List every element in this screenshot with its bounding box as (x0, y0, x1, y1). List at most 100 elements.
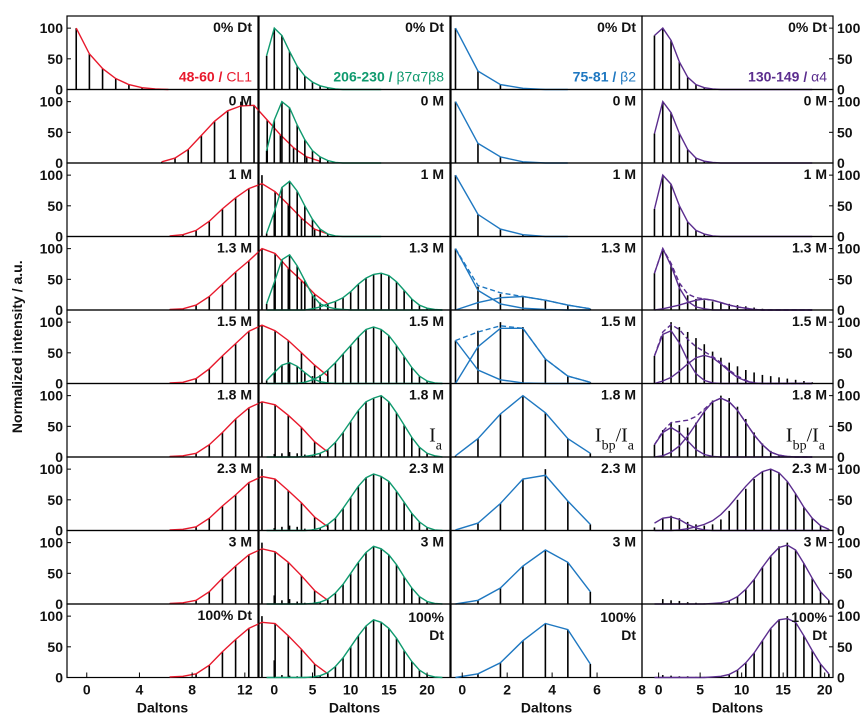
condition-label-line2: Dt (621, 627, 636, 643)
x-tick-label: 10 (734, 682, 750, 698)
y-tick-label: 100 (40, 167, 64, 183)
y-tick-label: 0 (55, 229, 63, 245)
y-tick-label: 100 (837, 167, 861, 183)
y-tick-label: 50 (47, 198, 63, 214)
envelope-fit-line (265, 100, 382, 164)
panel-c0-r6: 2.3 M 0 50 100 (40, 456, 329, 539)
y-tick-label: 100 (837, 20, 861, 36)
panel-c2-r0: 0% Dt 75-81 / β2 (450, 15, 643, 91)
y-tick-label: 0 (837, 229, 845, 245)
panel-c0-r8: 100% Dt 0 50 100 (40, 603, 329, 686)
panel-c2-r7: 3 M (450, 529, 643, 605)
condition-label: 1.8 M (217, 387, 252, 403)
y-tick-label: 0 (837, 670, 845, 686)
condition-label: 0 M (229, 93, 252, 109)
y-tick-label: 50 (47, 565, 63, 581)
panel-c3-r8: 100% Dt 0 50 100 (641, 603, 861, 686)
condition-label: 1.5 M (217, 313, 252, 329)
panel-c1-r6: 2.3 M (258, 456, 451, 532)
y-tick-label: 100 (837, 241, 861, 257)
y-tick-label: 100 (837, 388, 861, 404)
panel-c3-r1: 0 M 0 50 100 (641, 88, 861, 171)
condition-label: 1.8 M (601, 387, 636, 403)
condition-label: 1.8 M (792, 387, 827, 403)
panel-c0-r5: 1.8 M 0 50 100 (40, 382, 329, 465)
panel-c2-r3: 1.3 M (450, 235, 643, 311)
panel-c2-r8: 100% Dt (450, 603, 643, 679)
panel-c3-r4: 1.5 M 0 50 100 (641, 309, 861, 392)
condition-label: 1.5 M (792, 313, 827, 329)
intermediate-annotation: Ia (429, 425, 443, 454)
y-tick-label: 0 (837, 155, 845, 171)
panel-c3-r7: 3 M 0 50 100 (641, 529, 861, 612)
envelope-fit-line (161, 104, 321, 163)
intermediate-annotation: Ibp/Ia (786, 425, 826, 454)
y-tick-label: 100 (40, 20, 64, 36)
y-tick-label: 100 (40, 314, 64, 330)
x-tick-label: 15 (775, 682, 791, 698)
panel-c1-r8: 100% Dt (258, 603, 451, 679)
condition-label: 2.3 M (601, 460, 636, 476)
panel-c1-r1: 0 M (258, 88, 451, 164)
y-tick-label: 0 (837, 596, 845, 612)
y-tick-label: 0 (55, 155, 63, 171)
condition-label: 1.3 M (217, 240, 252, 256)
y-tick-label: 100 (40, 94, 64, 110)
envelope-fit-line (455, 394, 591, 457)
y-tick-label: 50 (837, 124, 853, 140)
panel-c2-r4: 1.5 M (450, 309, 643, 385)
panel-c0-r1: 0 M 0 50 100 (40, 88, 321, 171)
y-tick-label: 50 (837, 345, 853, 361)
condition-label: 2.3 M (792, 460, 827, 476)
envelope-fit-line (266, 473, 443, 532)
condition-label: 3 M (804, 534, 827, 550)
y-tick-label: 100 (837, 535, 861, 551)
condition-label: 0 M (613, 93, 636, 109)
panel-c2-r6: 2.3 M (450, 456, 643, 532)
x-tick-label: 5 (696, 682, 704, 698)
condition-label: 1 M (229, 166, 252, 182)
panel-c2-r2: 1 M (450, 162, 643, 238)
condition-label-line2: Dt (812, 627, 827, 643)
envelope-fit-line (455, 474, 591, 531)
panel-c3-r0: 0% Dt 130-149 / α4 0 50 100 (641, 15, 861, 98)
y-tick-label: 50 (47, 124, 63, 140)
envelope-fit-line (169, 475, 329, 531)
envelope-fit-line (654, 354, 813, 385)
condition-label: 0 M (804, 93, 827, 109)
envelope-fit-line (653, 329, 813, 385)
envelope-fit-line (654, 617, 830, 679)
panel-c1-r0: 0% Dt 206-230 / β7α7β8 (258, 15, 451, 91)
y-tick-label: 0 (55, 596, 63, 612)
panel-c3-r3: 1.3 M 0 50 100 (641, 235, 861, 318)
condition-label: 1.5 M (409, 313, 444, 329)
intermediate-annotation: Ibp/Ia (595, 425, 635, 454)
x-axis-label: Daltons (329, 700, 381, 716)
y-tick-label: 100 (837, 314, 861, 330)
x-tick-label: 0 (655, 682, 663, 698)
panel-c2-r1: 0 M (450, 88, 643, 164)
y-tick-label: 0 (55, 670, 63, 686)
condition-label: 1.5 M (601, 313, 636, 329)
y-tick-label: 50 (47, 51, 63, 67)
envelope-fit-line (169, 247, 329, 311)
envelope-fit-line (169, 548, 329, 605)
condition-label: 100% Dt (198, 607, 253, 623)
y-tick-label: 0 (55, 302, 63, 318)
x-tick-label: 20 (419, 682, 435, 698)
condition-label: 1.3 M (601, 240, 636, 256)
panel-c0-r2: 1 M 0 50 100 (40, 162, 329, 245)
x-tick-label: 5 (309, 682, 317, 698)
condition-label: 100% (408, 609, 444, 625)
y-tick-label: 50 (837, 51, 853, 67)
y-tick-label: 0 (837, 302, 845, 318)
condition-label: 1.3 M (409, 240, 444, 256)
panel-c1-r7: 3 M (258, 529, 451, 605)
condition-label: 100% (791, 609, 827, 625)
condition-label: 100% (600, 609, 636, 625)
y-tick-label: 50 (47, 639, 63, 655)
panel-c3-r2: 1 M 0 50 100 (641, 162, 861, 245)
x-tick-label: 8 (638, 682, 646, 698)
